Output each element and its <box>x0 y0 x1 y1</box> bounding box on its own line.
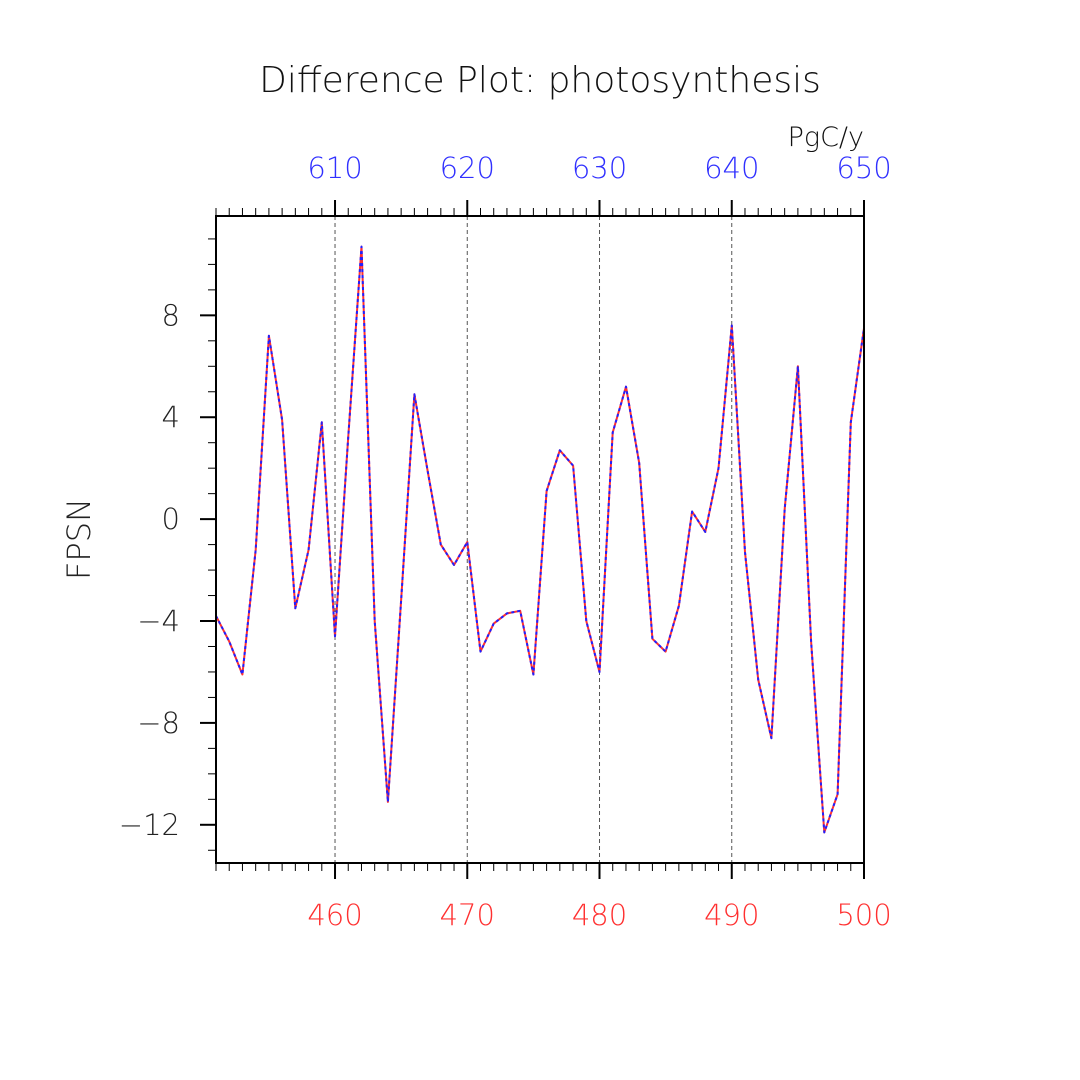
series-lines <box>215 245 865 834</box>
top-tick-label-630: 630 <box>572 151 627 185</box>
series-line-blue <box>215 245 865 834</box>
bottom-tick-label-460: 460 <box>307 898 362 932</box>
bottom-tick-label-480: 480 <box>572 898 627 932</box>
y-tick-label-1: 4 <box>162 400 180 434</box>
chart-title: Difference Plot: photosynthesis <box>259 60 821 101</box>
top-tick-label-620: 620 <box>440 151 495 185</box>
top-tick-label-640: 640 <box>704 151 759 185</box>
plot-frame <box>215 215 865 864</box>
y-tick-label-3: −4 <box>137 604 180 638</box>
top-tick-label-610: 610 <box>307 151 362 185</box>
bottom-tick-label-500: 500 <box>836 898 891 932</box>
y-tick-label-2: 0 <box>162 502 180 536</box>
series-line-red <box>215 245 865 834</box>
y-tick-label-4: −8 <box>137 706 180 740</box>
bottom-tick-label-490: 490 <box>704 898 759 932</box>
y-tick-label-0: 8 <box>162 298 180 332</box>
axis-ticks <box>200 200 865 879</box>
top-tick-label-650: 650 <box>836 151 891 185</box>
tick-labels: 460 470 480 490 500 610 620 630 640 650 8 4 0 −4 −8 −12 <box>119 151 892 932</box>
units-label: PgC/y <box>788 122 864 153</box>
y-tick-label-5: −12 <box>119 808 180 842</box>
grid-lines <box>334 216 733 863</box>
y-axis-label: FPSN <box>60 498 98 580</box>
bottom-tick-label-470: 470 <box>440 898 495 932</box>
